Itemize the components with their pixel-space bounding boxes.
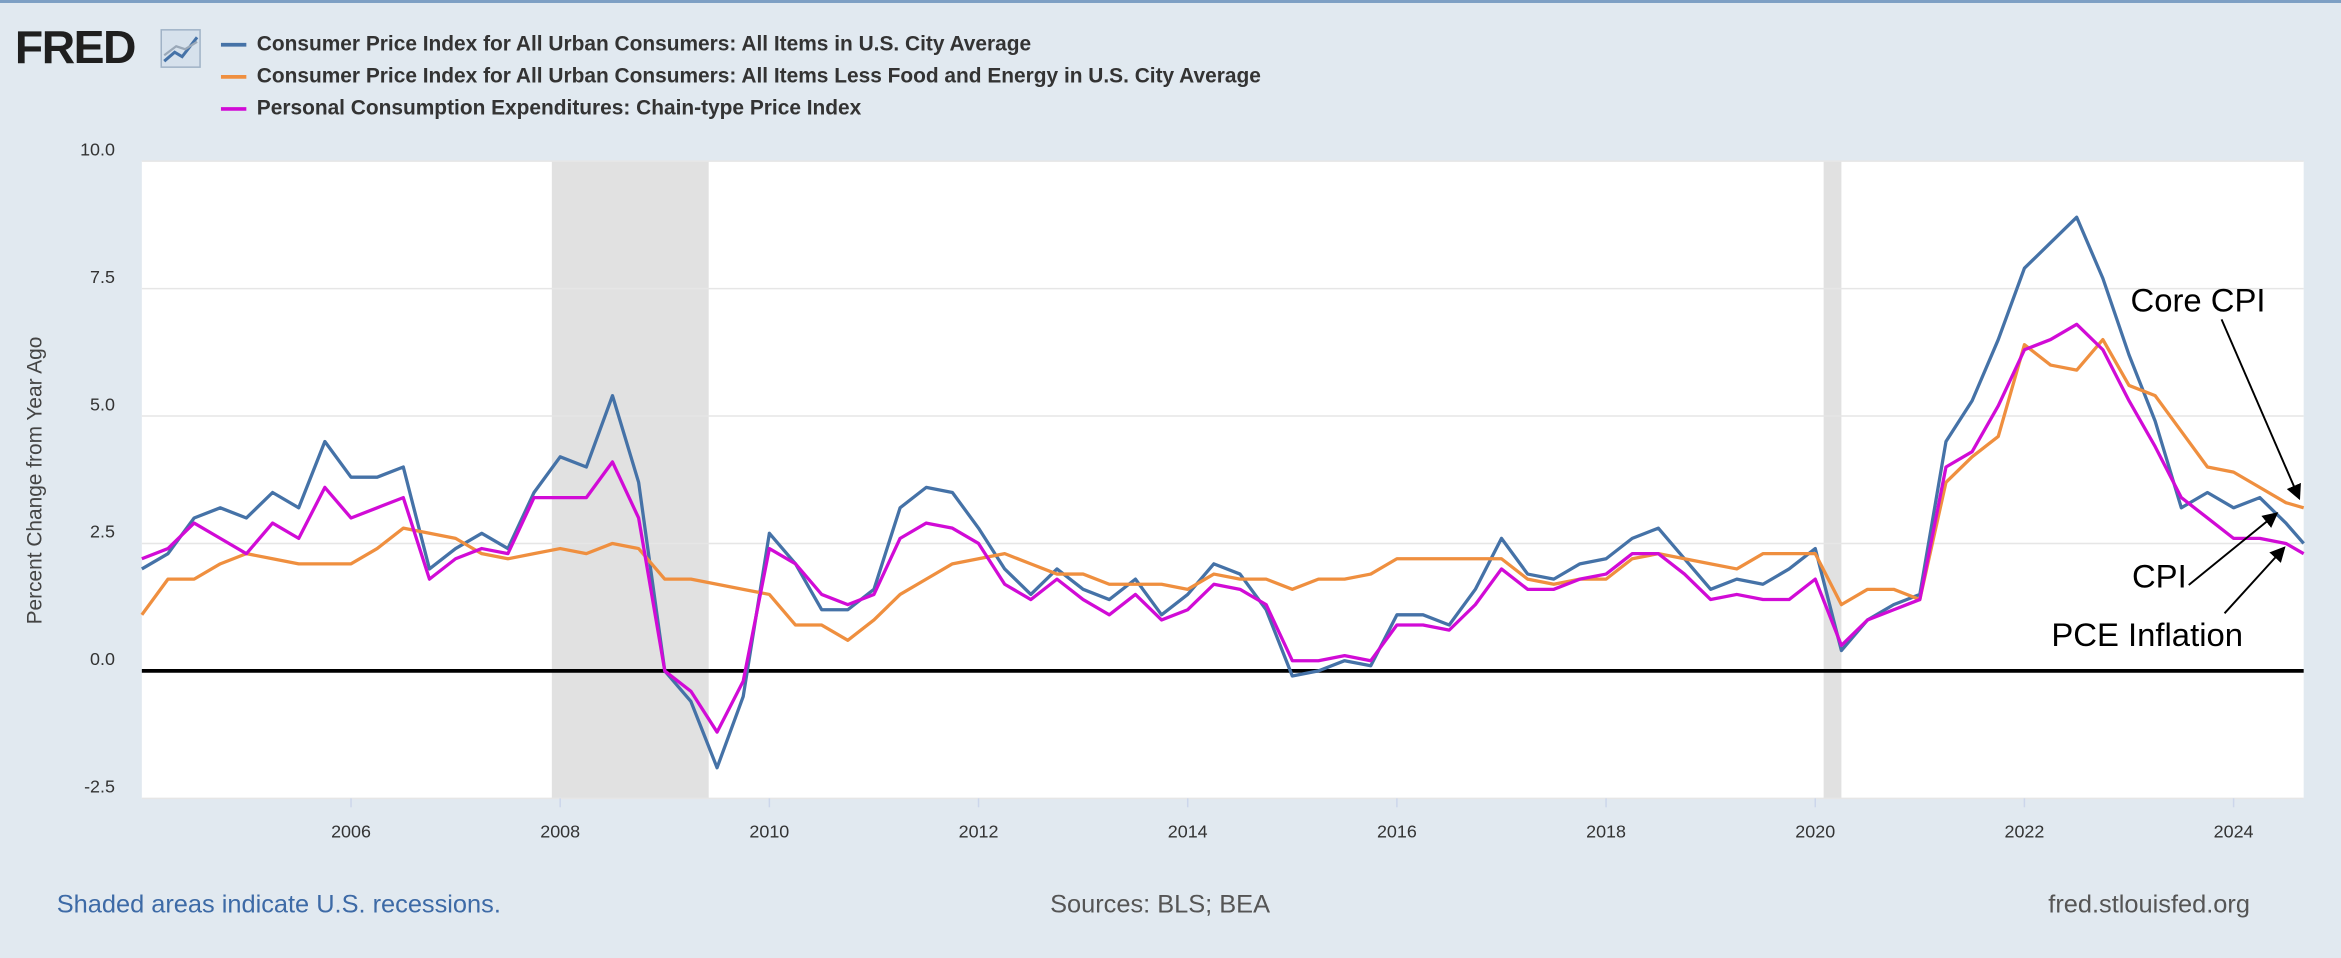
- y-axis-label: Percent Change from Year Ago: [23, 337, 46, 625]
- y-tick-label: 5.0: [90, 394, 115, 414]
- annotation-arrow: [2188, 512, 2279, 586]
- y-tick-label: 0.0: [90, 649, 115, 669]
- footnote: Shaded areas indicate U.S. recessions.: [57, 890, 501, 918]
- x-tick-label: 2010: [749, 821, 789, 841]
- annotations: Core CPI CPI PCE Inflation: [2051, 282, 2301, 653]
- plot-area: [141, 161, 2304, 799]
- annotation-arrow: [2223, 546, 2286, 614]
- series-line: [141, 322, 2305, 734]
- x-tick-label: 2024: [2214, 821, 2254, 841]
- x-tick-label: 2008: [540, 821, 580, 841]
- series-line: [141, 215, 2305, 770]
- top-border: [0, 0, 2341, 3]
- x-tick-label: 2022: [2004, 821, 2044, 841]
- legend-label: Personal Consumption Expenditures: Chain…: [257, 96, 862, 119]
- annotation-arrow: [2220, 318, 2301, 501]
- annotation: Core CPI: [2130, 282, 2265, 319]
- recession-band: [551, 161, 709, 799]
- y-tick-label: 2.5: [90, 522, 115, 542]
- site: fred.stlouisfed.org: [2048, 890, 2250, 918]
- logo-icon: [160, 29, 201, 68]
- x-tick-label: 2014: [1168, 821, 1208, 841]
- y-tick-label: -2.5: [84, 777, 115, 797]
- logo: FRED: [15, 21, 135, 73]
- y-tick-label: 7.5: [90, 267, 115, 287]
- x-tick-label: 2012: [959, 821, 999, 841]
- x-tick-label: 2016: [1377, 821, 1417, 841]
- lines-layer: [140, 215, 2305, 770]
- x-tick-label: 2018: [1586, 821, 1626, 841]
- annotation: CPI: [2132, 558, 2187, 595]
- sources: Sources: BLS; BEA: [1050, 890, 1270, 918]
- legend-label: Consumer Price Index for All Urban Consu…: [257, 64, 1261, 87]
- recession-band: [1823, 161, 1842, 799]
- y-tick-label: 10.0: [80, 139, 115, 159]
- x-tick-label: 2020: [1795, 821, 1835, 841]
- legend-label: Consumer Price Index for All Urban Consu…: [257, 32, 1031, 55]
- x-tick-label: 2006: [331, 821, 371, 841]
- annotation: PCE Inflation: [2051, 616, 2243, 653]
- series-line: [140, 337, 2305, 642]
